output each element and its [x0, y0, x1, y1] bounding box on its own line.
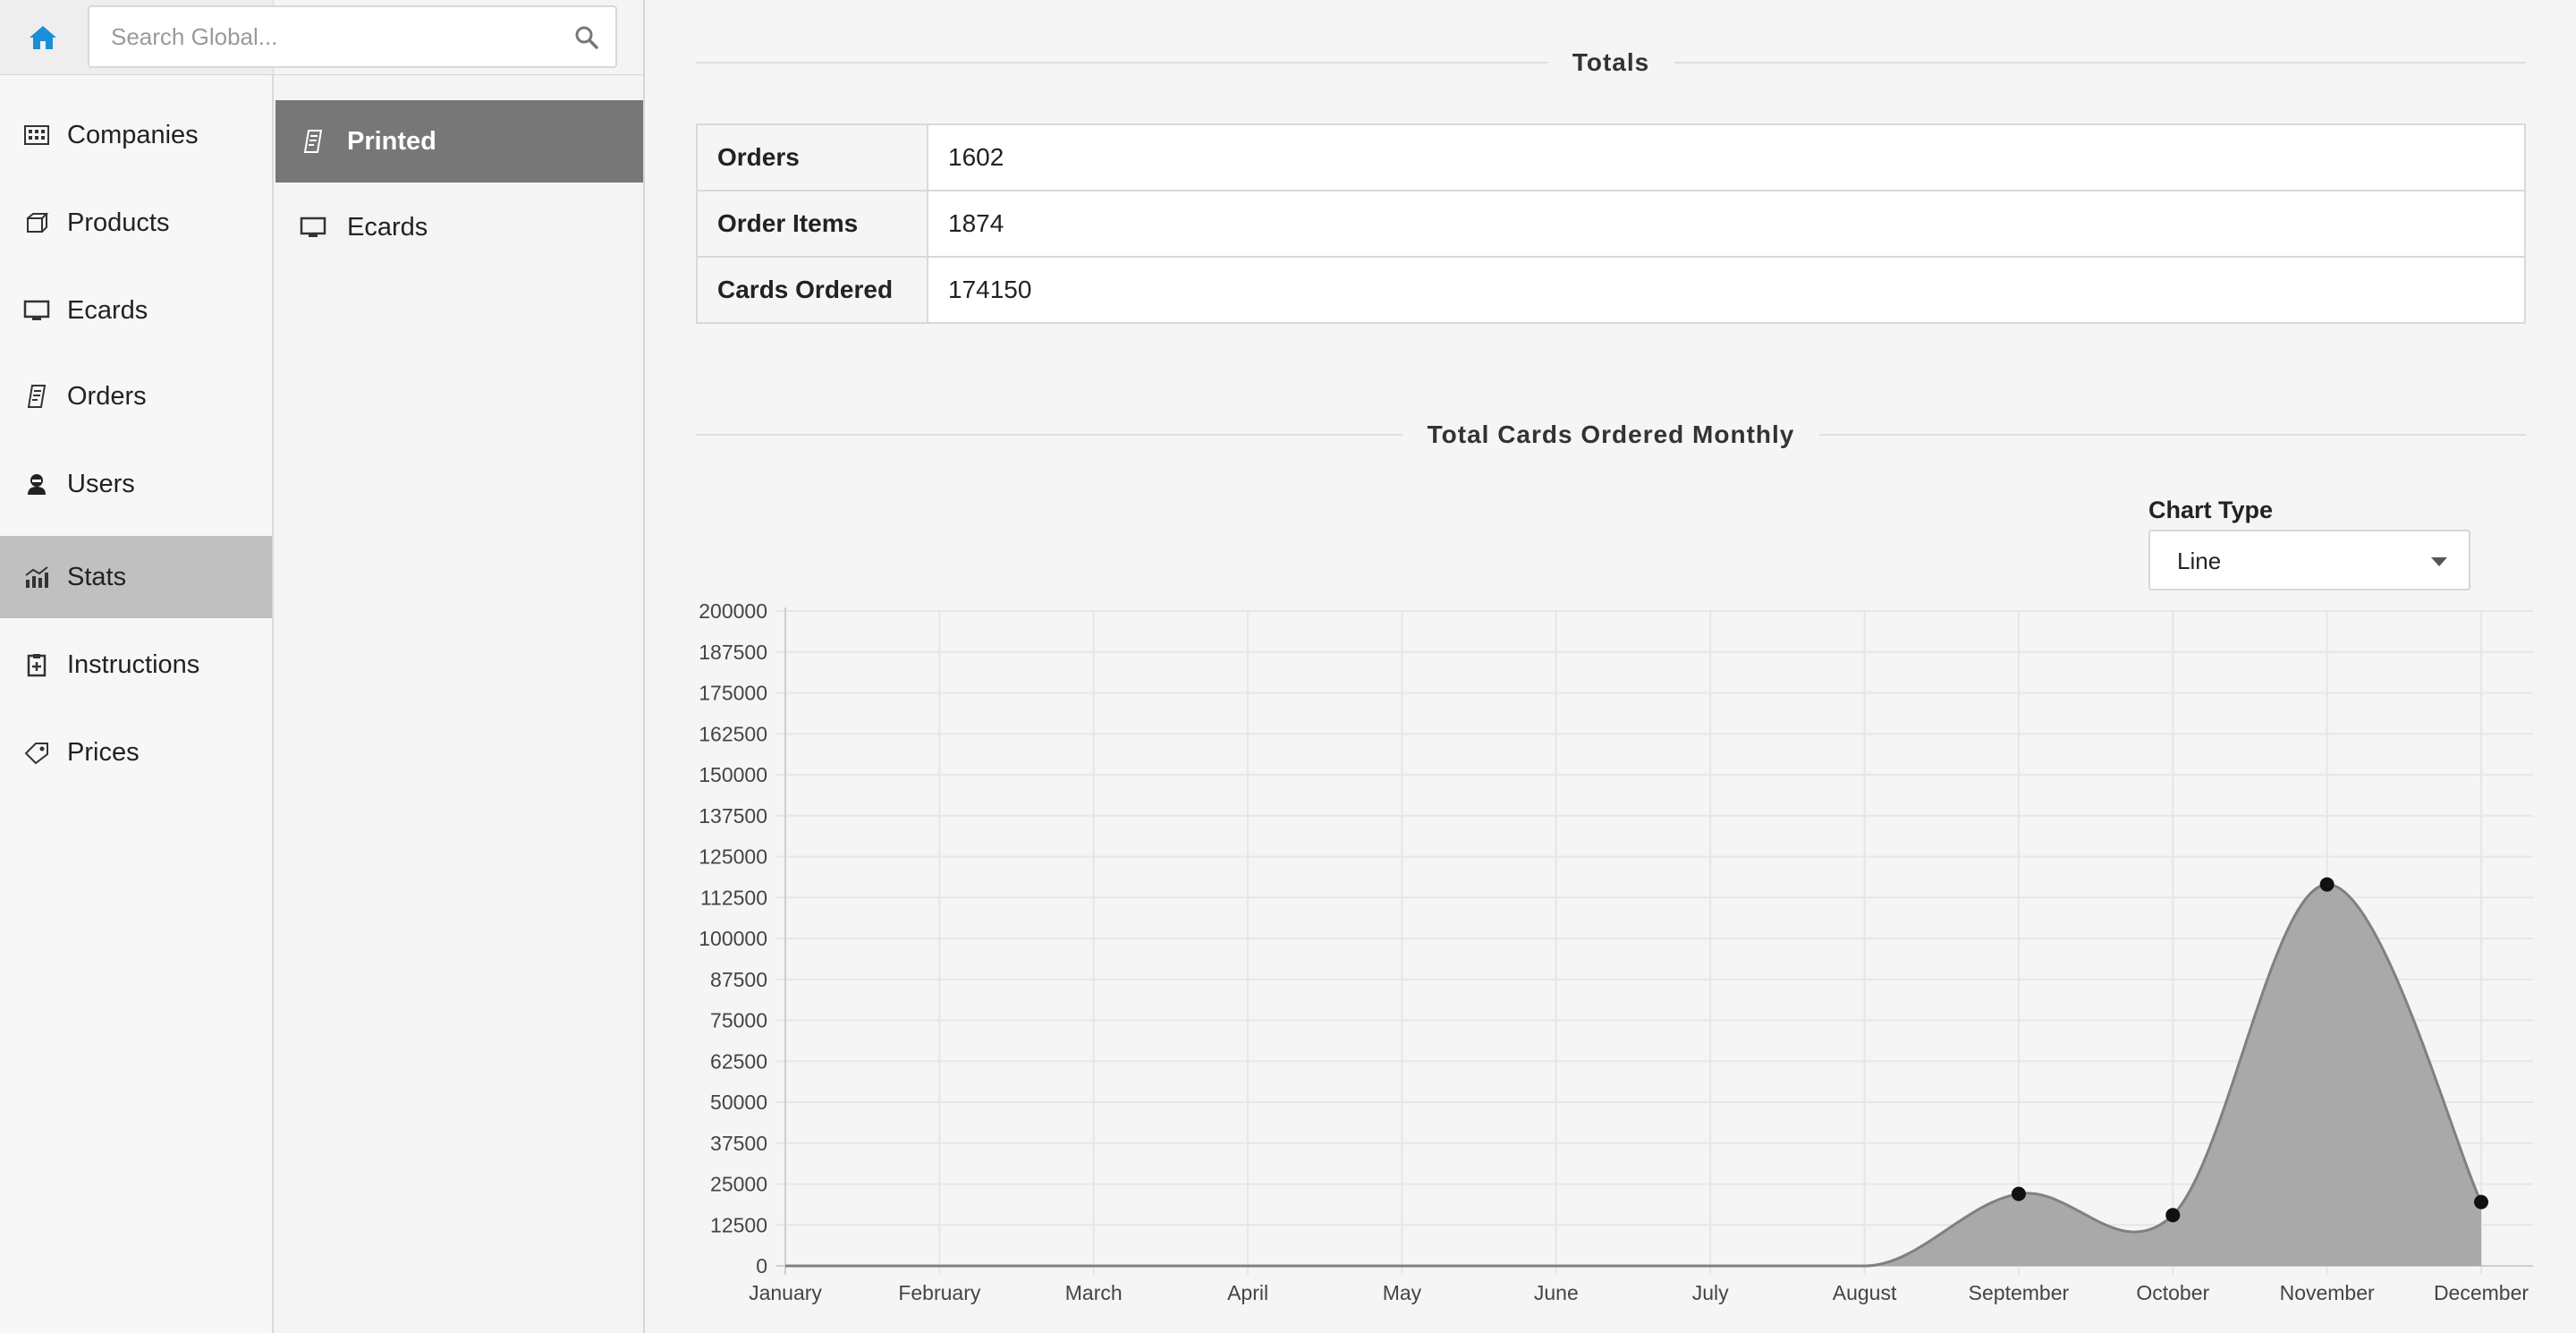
- series-area: [785, 884, 2481, 1266]
- monitor-icon: [299, 213, 327, 242]
- totals-value: 1874: [927, 190, 2526, 258]
- search-box: [88, 5, 617, 68]
- y-tick-label: 37500: [710, 1132, 767, 1155]
- y-tick-label: 137500: [699, 804, 767, 828]
- tag-icon: [22, 738, 51, 767]
- totals-value: 1602: [927, 123, 2526, 191]
- subnav-item-label: Printed: [347, 126, 436, 156]
- y-tick-label: 125000: [699, 845, 767, 869]
- totals-value: 174150: [927, 256, 2526, 324]
- y-tick-label: 200000: [699, 599, 767, 623]
- totals-heading: Totals: [696, 45, 2526, 81]
- y-tick-label: 62500: [710, 1049, 767, 1073]
- y-tick-label: 162500: [699, 722, 767, 745]
- home-icon: [30, 26, 56, 49]
- x-tick-label: April: [1227, 1281, 1268, 1304]
- table-row: Cards Ordered 174150: [696, 256, 2526, 324]
- monthly-chart: 0 12500 25000 37500 50000 62500 75000 87500 1000…: [699, 599, 2533, 1304]
- home-button[interactable]: [25, 20, 61, 55]
- y-tick-label: 175000: [699, 682, 767, 705]
- sidebar-item-label: Products: [67, 208, 170, 237]
- receipt-icon: [22, 382, 51, 411]
- sidebar-item-label: Prices: [67, 737, 140, 767]
- totals-key: Cards Ordered: [696, 256, 928, 324]
- series-line: [785, 883, 2483, 1268]
- chart-type-value: Line: [2177, 548, 2222, 574]
- monitor-icon: [22, 296, 51, 325]
- y-tick-label: 12500: [710, 1213, 767, 1236]
- table-row: Orders 1602: [696, 123, 2526, 191]
- y-tick-label: 187500: [699, 641, 767, 664]
- secondary-sidebar: Printed Ecards: [274, 75, 645, 1333]
- y-tick-label: 0: [756, 1254, 767, 1278]
- x-tick-label: September: [1969, 1281, 2070, 1304]
- data-point: [2319, 877, 2334, 892]
- subnav-item-printed[interactable]: Printed: [275, 100, 643, 183]
- clipboard-icon: [22, 650, 51, 679]
- monthly-title: Total Cards Ordered Monthly: [1427, 420, 1795, 448]
- box-icon: [22, 208, 51, 237]
- y-tick-label: 112500: [700, 886, 767, 909]
- chevron-down-icon: [2431, 557, 2447, 566]
- x-tick-label: October: [2136, 1281, 2209, 1304]
- x-tick-label: February: [898, 1281, 981, 1304]
- sidebar-item-label: Stats: [67, 562, 127, 591]
- chart-icon: [22, 563, 51, 591]
- sidebar-item-label: Companies: [67, 120, 199, 149]
- subnav-item-ecards[interactable]: Ecards: [275, 186, 643, 268]
- search-icon[interactable]: [574, 25, 599, 50]
- sidebar-item-stats[interactable]: Stats: [0, 536, 272, 618]
- x-tick-label: November: [2280, 1281, 2375, 1304]
- y-tick-label: 87500: [710, 968, 767, 991]
- x-tick-label: March: [1065, 1281, 1123, 1304]
- sidebar-item-products[interactable]: Products: [0, 182, 272, 264]
- sidebar-item-label: Ecards: [67, 295, 148, 325]
- data-point: [2165, 1208, 2181, 1223]
- totals-key: Order Items: [696, 190, 928, 258]
- x-tick-label: August: [1833, 1281, 1897, 1304]
- totals-title: Totals: [1572, 48, 1650, 76]
- sidebar-item-label: Instructions: [67, 650, 200, 679]
- chart-type-label: Chart Type: [2148, 497, 2274, 523]
- building-icon: [22, 121, 51, 149]
- y-tick-label: 75000: [710, 1009, 767, 1032]
- data-point: [2011, 1186, 2026, 1201]
- subnav-item-label: Ecards: [347, 212, 428, 242]
- x-tick-label: May: [1383, 1281, 1422, 1304]
- y-tick-label: 150000: [699, 763, 767, 786]
- sidebar-item-ecards[interactable]: Ecards: [0, 269, 272, 352]
- sidebar-item-prices[interactable]: Prices: [0, 711, 272, 794]
- x-tick-label: January: [749, 1281, 822, 1304]
- chart-type-select[interactable]: Line: [2148, 530, 2470, 590]
- totals-key: Orders: [696, 123, 928, 191]
- y-tick-label: 100000: [699, 927, 767, 950]
- data-point: [2474, 1194, 2488, 1210]
- user-icon: [22, 470, 51, 498]
- totals-table: Orders 1602 Order Items 1874 Cards Order…: [696, 123, 2526, 324]
- primary-sidebar: Companies Products Ecards Orders Users S…: [0, 75, 274, 1333]
- monthly-heading: Total Cards Ordered Monthly: [696, 417, 2526, 453]
- sidebar-item-label: Orders: [67, 381, 147, 411]
- table-row: Order Items 1874: [696, 190, 2526, 258]
- x-tick-label: July: [1692, 1281, 1729, 1304]
- x-tick-label: June: [1534, 1281, 1579, 1304]
- sidebar-item-instructions[interactable]: Instructions: [0, 624, 272, 706]
- sidebar-item-label: Users: [67, 469, 135, 498]
- y-tick-label: 50000: [710, 1091, 767, 1114]
- sidebar-item-orders[interactable]: Orders: [0, 355, 272, 437]
- search-input[interactable]: [111, 7, 558, 66]
- x-tick-label: December: [2434, 1281, 2529, 1304]
- sidebar-item-companies[interactable]: Companies: [0, 94, 272, 176]
- y-tick-label: 25000: [710, 1173, 767, 1196]
- receipt-icon: [299, 127, 327, 156]
- sidebar-item-users[interactable]: Users: [0, 443, 272, 525]
